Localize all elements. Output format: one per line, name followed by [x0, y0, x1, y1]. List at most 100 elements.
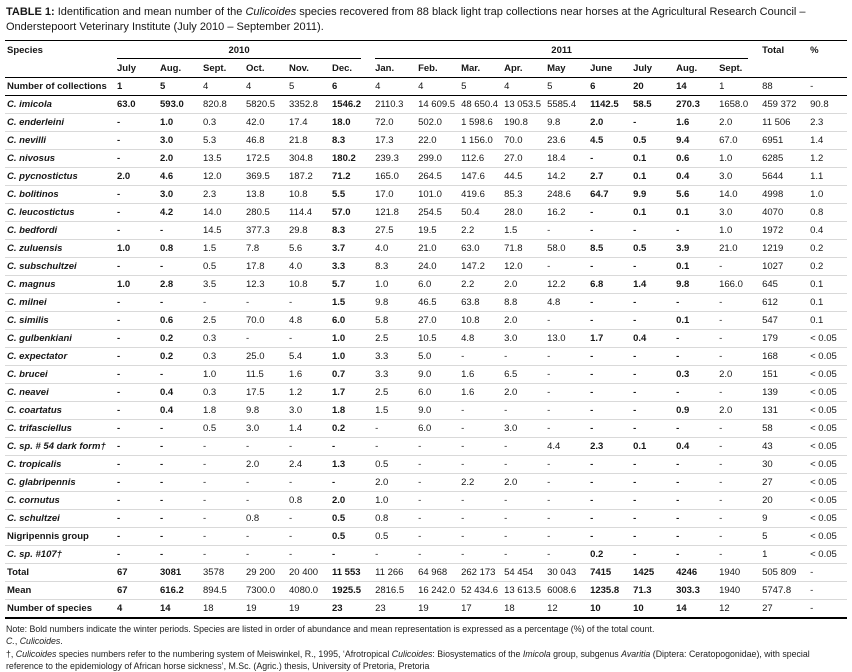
value-cell: -	[459, 437, 503, 456]
percent-cell: < 0.05	[808, 473, 848, 492]
table-row: C. coartatus -0.4 1.8 9.8 3.0 1.8 1.5 9.0- - - - -0…	[5, 401, 848, 420]
value-cell: 270.3	[674, 95, 718, 114]
value-cell: 9.8	[545, 113, 589, 132]
total-cell: 30	[760, 455, 809, 474]
value-cell: 67	[115, 581, 158, 600]
value-cell: 2.0	[115, 167, 158, 186]
value-cell: -	[588, 419, 632, 438]
value-cell: 820.8	[201, 95, 244, 114]
table-row: C. bolitinos -3.0 2.3 13.8 10.8 5.5 17.0 101.0 4…	[5, 185, 848, 204]
row-label: C. bolitinos	[5, 185, 115, 204]
value-cell: -	[459, 545, 503, 564]
row-label: C. imicola	[5, 95, 115, 114]
row-label: C. cornutus	[5, 491, 115, 510]
percent-cell: < 0.05	[808, 347, 848, 366]
value-cell: -	[717, 473, 761, 492]
value-cell: -	[115, 311, 158, 330]
value-cell: -	[201, 509, 244, 528]
total-cell: 5644	[760, 167, 809, 186]
value-cell: -	[115, 509, 158, 528]
table-row: C. expectator -0.2 0.3 25.0 5.4 1.0 3.3 5.0- - - -…	[5, 347, 848, 366]
total-cell: 88	[760, 77, 809, 96]
value-cell: 2.5	[373, 329, 417, 348]
value-cell: 30 043	[545, 562, 589, 582]
value-cell: 64 968	[416, 562, 460, 582]
total-cell: 547	[760, 311, 809, 330]
value-cell: 5.6	[674, 185, 718, 204]
value-cell: -	[674, 455, 718, 474]
value-cell: 8.3	[373, 257, 417, 276]
value-cell: 9.0	[416, 365, 460, 384]
row-label: C. nivosus	[5, 149, 115, 168]
value-cell: 19	[244, 599, 287, 619]
total-cell: 459 372	[760, 95, 809, 114]
note-segment: ,	[14, 636, 20, 647]
value-cell: -	[158, 365, 201, 384]
value-cell: -	[115, 131, 158, 150]
value-cell: 248.6	[545, 185, 589, 204]
year-label: 2011	[375, 45, 749, 59]
value-cell: 4080.0	[287, 581, 330, 600]
row-label: C. magnus	[5, 275, 115, 294]
value-cell: -	[115, 545, 158, 564]
value-cell: 1658.0	[717, 95, 761, 114]
value-cell: 254.5	[416, 203, 460, 222]
value-cell: 3578	[201, 562, 244, 582]
value-cell: -	[674, 329, 718, 348]
table-row: C. subschultzei - -0.5 17.8 4.0 3.3 8.3 24.0 147…	[5, 257, 848, 276]
value-cell: -	[201, 527, 244, 546]
value-cell: 0.3	[201, 113, 244, 132]
value-cell: 3.5	[201, 275, 244, 294]
total-cell: 6285	[760, 149, 809, 168]
value-cell: -	[545, 221, 589, 240]
value-cell: 5585.4	[545, 95, 589, 114]
value-cell: 27.0	[416, 311, 460, 330]
total-cell: 151	[760, 365, 809, 384]
table-caption: TABLE 1: Identification and mean number …	[0, 0, 852, 38]
value-cell: 25.0	[244, 347, 287, 366]
value-cell: 10.8	[459, 311, 503, 330]
value-cell: 112.6	[459, 149, 503, 168]
value-cell: 101.0	[416, 185, 460, 204]
value-cell: -	[373, 437, 417, 456]
value-cell: 2.5	[373, 383, 417, 402]
value-cell: 114.4	[287, 203, 330, 222]
note-segment: (Diptera: Ceratopogonidae), with special…	[6, 648, 810, 671]
value-cell: 2.0	[717, 365, 761, 384]
value-cell: 0.6	[674, 149, 718, 168]
month-header: Feb.	[416, 58, 460, 78]
value-cell: 17.8	[244, 257, 287, 276]
value-cell: 1.7	[588, 329, 632, 348]
value-cell: 1.8	[201, 401, 244, 420]
percent-cell: < 0.05	[808, 509, 848, 528]
value-cell: 4.2	[158, 203, 201, 222]
value-cell: -	[545, 311, 589, 330]
value-cell: -	[674, 527, 718, 546]
value-cell: 9.8	[674, 275, 718, 294]
value-cell: -	[631, 311, 675, 330]
value-cell: 0.8	[373, 509, 417, 528]
table-row: C. bedfordi - -14.5 377.3 29.8 8.3 27.5 19.5 2.2…	[5, 221, 848, 240]
value-cell: 29 200	[244, 562, 287, 582]
value-cell: 1.6	[287, 365, 330, 384]
value-cell: -	[416, 473, 460, 492]
value-cell: -	[545, 509, 589, 528]
value-cell: 0.4	[158, 383, 201, 402]
value-cell: -	[717, 329, 761, 348]
percent-cell: < 0.05	[808, 383, 848, 402]
value-cell: -	[115, 113, 158, 132]
value-cell: 0.4	[631, 329, 675, 348]
percent-cell: 0.2	[808, 239, 848, 258]
total-cell: 27	[760, 599, 809, 619]
value-cell: 18	[201, 599, 244, 619]
value-cell: 1.7	[330, 383, 374, 402]
value-cell: -	[115, 455, 158, 474]
value-cell: 63.8	[459, 293, 503, 312]
value-cell: 0.3	[674, 365, 718, 384]
value-cell: 2.0	[502, 473, 546, 492]
value-cell: 2.2	[459, 473, 503, 492]
value-cell: 7415	[588, 562, 632, 582]
value-cell: 12.3	[244, 275, 287, 294]
row-label: Nigripennis group	[5, 527, 115, 546]
value-cell: 18.0	[330, 113, 374, 132]
